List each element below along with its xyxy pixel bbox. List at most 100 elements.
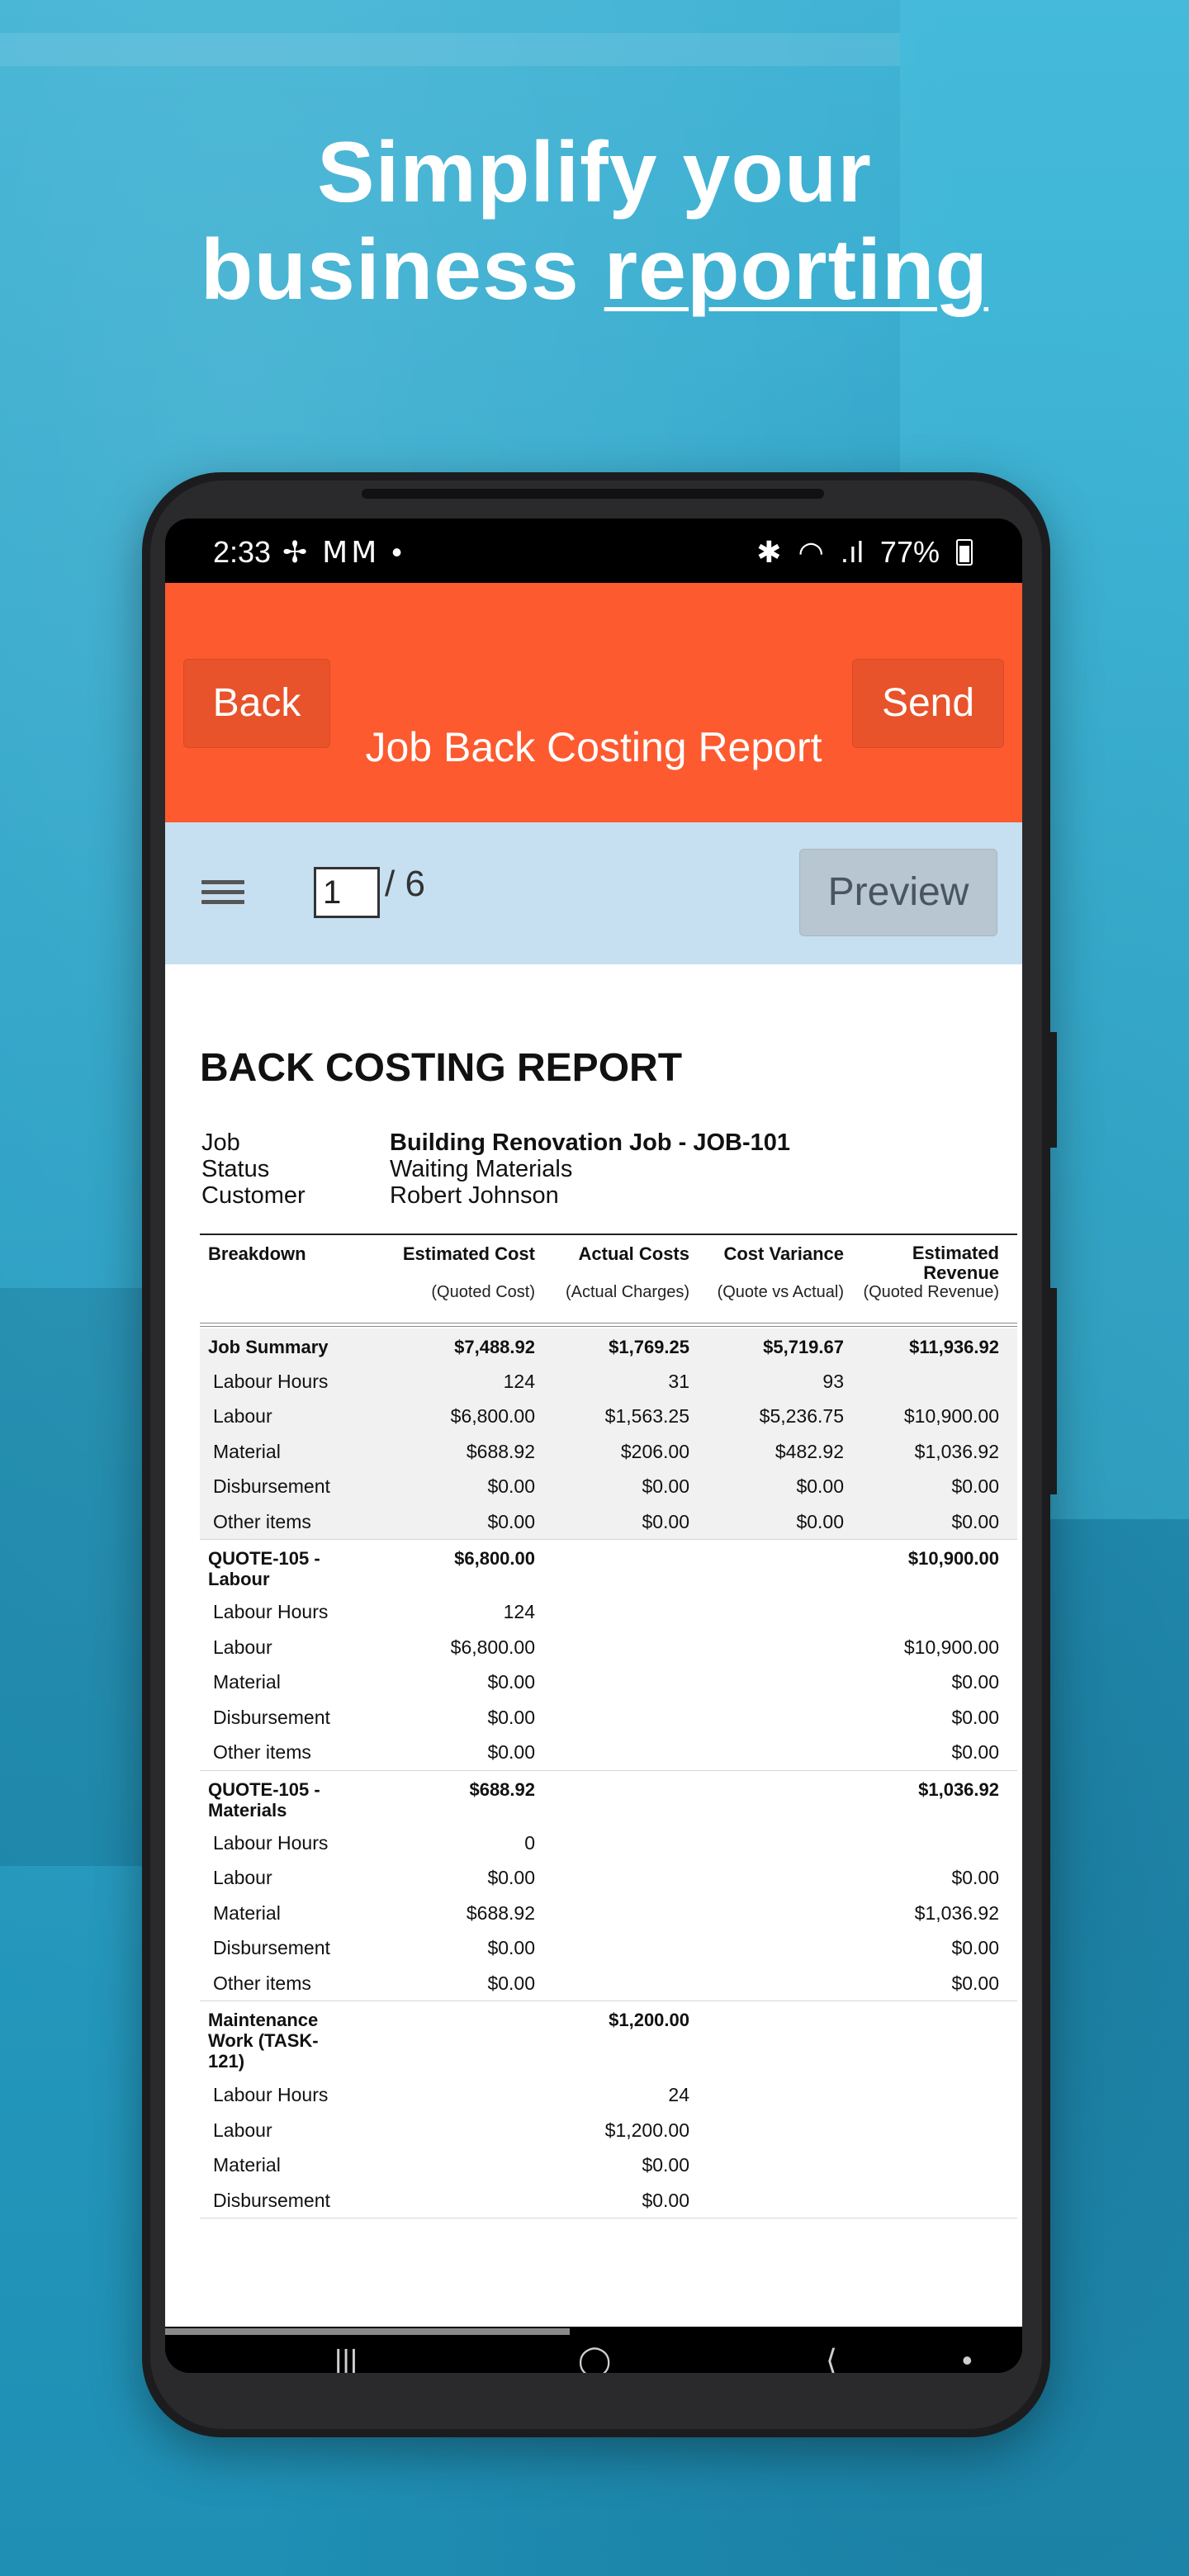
send-button[interactable]: Send <box>852 659 1004 748</box>
headline-line-2-start: business <box>200 222 604 318</box>
table-row: Material $688.92 $1,036.92 <box>200 1896 1017 1931</box>
col-cost-variance: Cost Variance <box>723 1243 844 1264</box>
meta-value: Waiting Materials <box>390 1156 573 1182</box>
row-value-cell: 124 <box>503 1601 535 1622</box>
row-label: Disbursement <box>213 1937 330 1958</box>
group-total-cell: $688.92 <box>469 1778 535 1800</box>
row-label: Other items <box>213 1510 311 1532</box>
row-value-cell: $0.00 <box>487 1475 535 1497</box>
android-nav-bar: ||| ◯ ⟨ • <box>165 2337 1022 2373</box>
meta-key: Job <box>201 1129 240 1156</box>
table-row: Labour $6,800.00 $10,900.00 <box>200 1630 1017 1665</box>
row-label: Disbursement <box>213 2189 330 2211</box>
row-label: Labour <box>213 1867 272 1888</box>
table-header: Breakdown Estimated Cost (Quoted Cost) A… <box>200 1234 1017 1327</box>
row-label: Disbursement <box>213 1706 330 1728</box>
row-value-cell: $0.00 <box>951 1867 999 1888</box>
table-group: Maintenance Work (TASK- 121) $1,200.00 Lab… <box>200 2001 1017 2218</box>
promo-headline: Simplify your business reporting <box>0 124 1189 319</box>
group-header-row: Job Summary $7,488.92 $1,769.25 $5,719.67 $1… <box>200 1328 1017 1364</box>
bluetooth-icon: ✱ <box>756 535 782 569</box>
table-row: Disbursement $0.00 $0.00 <box>200 1700 1017 1735</box>
table-row: Other items $0.00 $0.00 <box>200 1735 1017 1770</box>
row-value-cell: $0.00 <box>951 1510 999 1532</box>
horizontal-scrollbar[interactable] <box>165 2328 570 2335</box>
group-total-cell: $11,936.92 <box>909 1337 999 1357</box>
row-value-cell: $0.00 <box>951 1706 999 1728</box>
row-value-cell: $0.00 <box>642 2154 689 2176</box>
meta-value: Building Renovation Job - JOB-101 <box>390 1129 790 1156</box>
wifi-icon: ◠ <box>798 535 824 569</box>
group-header-row: QUOTE-105 - Labour $6,800.00 $10,900.00 <box>200 1540 1017 1594</box>
table-row: Labour Hours 124 <box>200 1594 1017 1630</box>
nav-back-icon[interactable]: ⟨ <box>826 2343 838 2373</box>
battery-icon <box>956 539 973 566</box>
row-value-cell: 31 <box>668 1370 689 1392</box>
group-total-cell: $5,719.67 <box>763 1337 844 1357</box>
row-value-cell: 0 <box>524 1831 535 1854</box>
table-row: Disbursement $0.00 $0.00 $0.00 $0.00 <box>200 1469 1017 1504</box>
status-bar: 2:33 ✢ ⅯⅯ • ✱ ◠ .ıl 77% <box>165 519 1022 583</box>
back-button[interactable]: Back <box>183 659 330 748</box>
table-row: Material $0.00 $0.00 <box>200 1664 1017 1700</box>
row-value-cell: $0.00 <box>951 1741 999 1763</box>
meta-value: Robert Johnson <box>390 1182 559 1209</box>
report-title: BACK COSTING REPORT <box>200 1046 683 1090</box>
col-estimated-revenue: Estimated Revenue <box>912 1243 999 1283</box>
meta-key: Customer <box>201 1182 306 1209</box>
table-group: QUOTE-105 - Labour $6,800.00 $10,900.00 Lab… <box>200 1540 1017 1771</box>
report-toolbar: 1 / 6 Preview <box>165 822 1022 964</box>
headline-line-2: business reporting <box>0 221 1189 319</box>
background-shelf <box>0 33 900 66</box>
col-estimated-cost: Estimated Cost <box>402 1243 535 1264</box>
group-total-cell: $10,900.00 <box>907 1548 999 1569</box>
col-estimated-cost-sub: (Quoted Cost) <box>431 1283 535 1301</box>
row-value-cell: $1,036.92 <box>914 1440 999 1462</box>
table-row: Labour Hours 24 <box>200 2077 1017 2113</box>
row-value-cell: 93 <box>822 1370 844 1392</box>
page-number-input[interactable]: 1 <box>314 867 380 918</box>
page-total: / 6 <box>385 864 425 904</box>
row-value-cell: $0.00 <box>642 1510 689 1532</box>
row-value-cell: $0.00 <box>642 1475 689 1497</box>
group-label: Maintenance Work (TASK- 121) <box>208 2010 319 2072</box>
table-row: Other items $0.00 $0.00 <box>200 1966 1017 2001</box>
phone-speaker <box>362 489 824 499</box>
row-label: Labour Hours <box>213 2084 329 2105</box>
row-value-cell: $1,200.00 <box>604 2119 689 2141</box>
row-value-cell: $0.00 <box>487 1741 535 1763</box>
table-group: QUOTE-105 - Materials $688.92 $1,036.92 Lab… <box>200 1771 1017 2001</box>
group-label: Job Summary <box>208 1337 329 1357</box>
nav-more-icon[interactable]: • <box>962 2343 973 2373</box>
table-row: Labour $0.00 $0.00 <box>200 1860 1017 1896</box>
row-value-cell: 24 <box>668 2084 689 2105</box>
home-icon[interactable]: ◯ <box>578 2343 612 2373</box>
meta-key: Status <box>201 1156 270 1182</box>
row-value-cell: $0.00 <box>487 1972 535 1994</box>
preview-button[interactable]: Preview <box>799 849 997 936</box>
row-label: Other items <box>213 1972 311 1994</box>
row-label: Material <box>213 1901 281 1924</box>
screen-title: Job Back Costing Report <box>365 724 822 770</box>
group-total-cell: $1,036.92 <box>918 1778 999 1800</box>
row-label: Material <box>213 2154 281 2176</box>
menu-icon[interactable] <box>201 880 244 905</box>
report-page: BACK COSTING REPORT Job Building Renovati… <box>165 964 1022 2327</box>
volume-button <box>1049 1032 1057 1148</box>
table-row: Disbursement $0.00 $0.00 <box>200 1930 1017 1966</box>
row-value-cell: $1,563.25 <box>604 1405 689 1427</box>
table-group: Job Summary $7,488.92 $1,769.25 $5,719.67 $1… <box>200 1328 1017 1540</box>
row-label: Labour Hours <box>213 1831 329 1854</box>
row-value-cell: $6,800.00 <box>450 1636 535 1658</box>
row-value-cell: $6,800.00 <box>450 1405 535 1427</box>
table-row: Labour Hours 124 31 93 <box>200 1364 1017 1399</box>
power-button <box>1049 1288 1057 1494</box>
row-label: Material <box>213 1440 281 1462</box>
row-value-cell: $482.92 <box>775 1440 844 1462</box>
row-label: Material <box>213 1671 281 1693</box>
table-row: Material $688.92 $206.00 $482.92 $1,036.92 <box>200 1434 1017 1470</box>
recent-apps-icon[interactable]: ||| <box>334 2343 358 2373</box>
group-total-cell: $1,200.00 <box>609 2010 689 2030</box>
row-value-cell: $0.00 <box>487 1867 535 1888</box>
row-value-cell: $10,900.00 <box>903 1636 999 1658</box>
